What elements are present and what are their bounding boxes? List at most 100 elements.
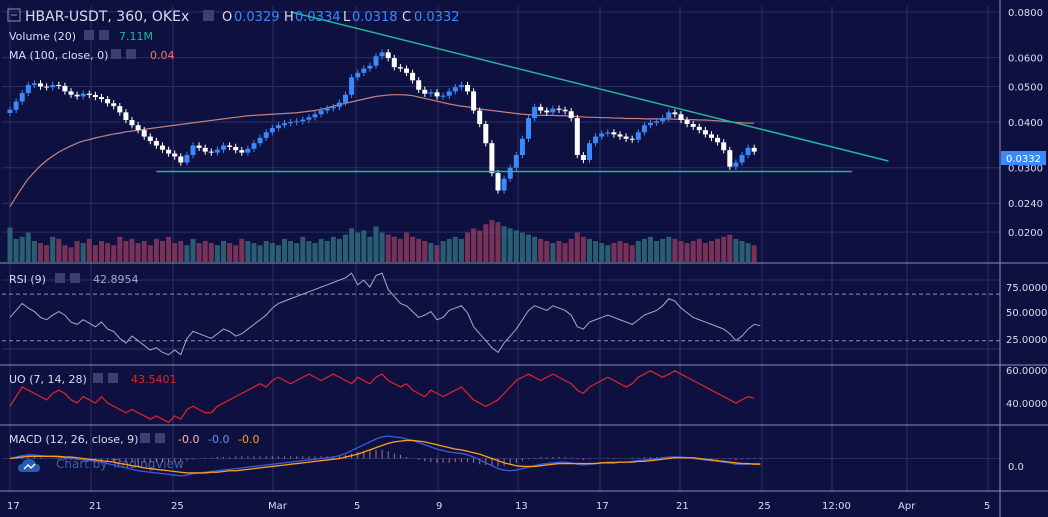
volume-close-icon[interactable] bbox=[99, 30, 109, 40]
candle-body bbox=[709, 134, 714, 138]
candle-body bbox=[629, 138, 635, 140]
volume-bar bbox=[324, 241, 330, 262]
high-label: H bbox=[284, 10, 294, 25]
volume-bar bbox=[648, 236, 653, 262]
volume-bar bbox=[68, 247, 74, 262]
low-value: 0.0318 bbox=[352, 10, 398, 25]
grid bbox=[2, 6, 1000, 491]
volume-bar bbox=[221, 241, 226, 262]
price-tick: 0.0600 bbox=[1008, 54, 1043, 65]
candle-body bbox=[31, 83, 37, 85]
rsi-label: RSI (9) bbox=[9, 273, 46, 286]
volume-bar bbox=[623, 243, 629, 262]
volume-bar bbox=[495, 222, 501, 262]
candle-body bbox=[532, 106, 538, 119]
volume-settings-icon[interactable] bbox=[84, 30, 94, 40]
macd-settings-icon[interactable] bbox=[140, 433, 150, 443]
volume-bar bbox=[654, 241, 660, 262]
time-axis: 17 21 25 Mar 5 9 13 17 21 25 12:00 Apr 5 bbox=[7, 501, 990, 512]
candle-body bbox=[184, 155, 190, 163]
rsi-close-icon[interactable] bbox=[70, 273, 80, 283]
candle-body bbox=[648, 122, 653, 126]
volume-bar bbox=[513, 230, 519, 262]
candle-body bbox=[25, 84, 31, 94]
candle-body bbox=[416, 80, 422, 90]
time-tick: 9 bbox=[436, 501, 442, 512]
uo-legend: UO (7, 14, 28) 43.5401 bbox=[9, 373, 177, 386]
volume-bar bbox=[526, 234, 531, 262]
rsi-axis: 75.0000 50.0000 25.0000 bbox=[1006, 283, 1047, 346]
volume-bar bbox=[257, 245, 263, 262]
candle-body bbox=[617, 134, 623, 137]
candle-body bbox=[239, 150, 245, 153]
macd-tick: 0.0 bbox=[1008, 462, 1024, 473]
volume-bar bbox=[550, 243, 556, 262]
candle-body bbox=[306, 117, 312, 120]
candle-body bbox=[324, 108, 330, 111]
volume-bar bbox=[343, 234, 348, 262]
candle-body bbox=[275, 125, 281, 129]
uo-settings-icon[interactable] bbox=[93, 373, 103, 383]
rsi-path bbox=[9, 272, 761, 356]
volume-bar bbox=[288, 241, 294, 262]
volume-bar bbox=[62, 245, 68, 262]
volume-bar bbox=[117, 236, 123, 262]
rsi-line bbox=[2, 272, 1000, 356]
candle-body bbox=[733, 162, 739, 167]
price-tick: 0.0800 bbox=[1008, 8, 1043, 19]
volume-bar bbox=[617, 241, 623, 262]
price-axis: 0.0800 0.0600 0.0500 0.0400 0.0300 0.024… bbox=[1008, 8, 1043, 239]
candle-body bbox=[654, 121, 660, 123]
volume-bar bbox=[477, 230, 483, 262]
candle-body bbox=[465, 84, 470, 92]
volume-bar bbox=[391, 236, 397, 262]
volume-bar bbox=[7, 227, 13, 262]
descending-resistance-line bbox=[290, 11, 889, 162]
time-tick: 21 bbox=[89, 501, 102, 512]
macd-path bbox=[9, 435, 761, 477]
low-label: L bbox=[343, 10, 351, 25]
volume-bar bbox=[416, 238, 422, 262]
candle-body bbox=[397, 67, 403, 69]
uo-close-icon[interactable] bbox=[108, 373, 118, 383]
volume-bar bbox=[666, 236, 672, 262]
volume-bar bbox=[629, 245, 635, 262]
uo-path bbox=[9, 370, 755, 424]
price-tick: 0.0200 bbox=[1008, 228, 1043, 239]
open-label: O bbox=[222, 10, 232, 25]
settings-icon[interactable] bbox=[203, 10, 214, 21]
ma-settings-icon[interactable] bbox=[111, 49, 121, 59]
volume-bar bbox=[105, 243, 111, 262]
candle-body bbox=[196, 145, 202, 148]
volume-bar bbox=[574, 232, 580, 262]
macd-value-2: -0.0 bbox=[208, 433, 229, 446]
volume-bar bbox=[452, 236, 458, 262]
close-value: 0.0332 bbox=[414, 10, 460, 25]
volume-bar bbox=[562, 243, 568, 262]
open-value: 0.0329 bbox=[234, 10, 280, 25]
volume-bar bbox=[312, 243, 318, 262]
volume-bar bbox=[251, 243, 257, 262]
collapse-icon[interactable] bbox=[7, 8, 21, 22]
volume-bar bbox=[318, 238, 324, 262]
candle-body bbox=[153, 140, 159, 146]
volume-bar bbox=[160, 241, 165, 262]
candle-body bbox=[562, 109, 568, 112]
candle-body bbox=[495, 173, 501, 191]
volume-bar bbox=[678, 241, 684, 262]
ma-close-icon[interactable] bbox=[126, 49, 136, 59]
volume-bar bbox=[373, 226, 379, 262]
macd-close-icon[interactable] bbox=[155, 433, 165, 443]
candle-body bbox=[690, 124, 696, 127]
volume-bar bbox=[580, 236, 586, 262]
candle-body bbox=[635, 132, 641, 140]
rsi-settings-icon[interactable] bbox=[55, 273, 65, 283]
price-tick: 0.0300 bbox=[1008, 164, 1043, 175]
volume-bar bbox=[696, 238, 702, 262]
candle-body bbox=[129, 120, 135, 126]
candle-body bbox=[550, 108, 556, 113]
volume-bar bbox=[56, 238, 62, 262]
volume-bar bbox=[501, 226, 507, 262]
candle-body bbox=[282, 123, 287, 126]
